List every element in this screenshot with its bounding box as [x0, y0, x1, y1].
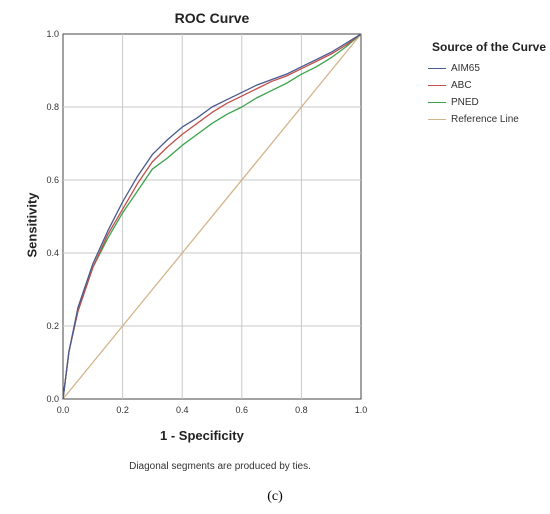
footnote: Diagonal segments are produced by ties.: [129, 461, 311, 472]
chart-title: ROC Curve: [174, 10, 250, 26]
legend-item-aim65: AIM65: [428, 60, 550, 77]
series-line-abc: [62, 33, 362, 400]
legend-swatch: [428, 119, 446, 120]
figure-caption: (c): [267, 489, 283, 504]
y-tick-label: 1.0: [46, 29, 59, 39]
y-tick-label: 0.0: [46, 394, 59, 404]
legend-title: Source of the Curve: [431, 40, 547, 54]
legend-item-pned: PNED: [428, 94, 550, 111]
legend-label: Reference Line: [451, 114, 519, 125]
x-tick-label: 0.6: [236, 405, 249, 415]
series-line-pned: [62, 33, 362, 400]
y-axis-label: Sensitivity: [24, 192, 40, 258]
y-tick-label: 0.8: [46, 102, 59, 112]
y-tick-label: 0.2: [46, 321, 59, 331]
x-tick-label: 1.0: [355, 405, 368, 415]
legend-item-reference-line: Reference Line: [428, 111, 550, 128]
legend-swatch: [428, 85, 446, 86]
series-line-reference-line: [62, 33, 362, 400]
legend-item-abc: ABC: [428, 77, 550, 94]
legend: Source of the Curve AIM65 ABC PNED Referenc…: [428, 40, 550, 128]
legend-swatch: [428, 68, 446, 69]
y-tick-label: 0.6: [46, 175, 59, 185]
legend-label: PNED: [451, 97, 479, 108]
legend-swatch: [428, 102, 446, 103]
series-line-aim65: [62, 33, 362, 400]
x-tick-label: 0.2: [116, 405, 129, 415]
x-tick-label: 0.0: [57, 405, 70, 415]
y-tick-label: 0.4: [46, 248, 59, 258]
legend-label: ABC: [451, 80, 472, 91]
x-tick-label: 0.8: [295, 405, 308, 415]
x-tick-label: 0.4: [176, 405, 189, 415]
x-axis-label: 1 - Specificity: [160, 428, 244, 443]
legend-label: AIM65: [451, 63, 480, 74]
